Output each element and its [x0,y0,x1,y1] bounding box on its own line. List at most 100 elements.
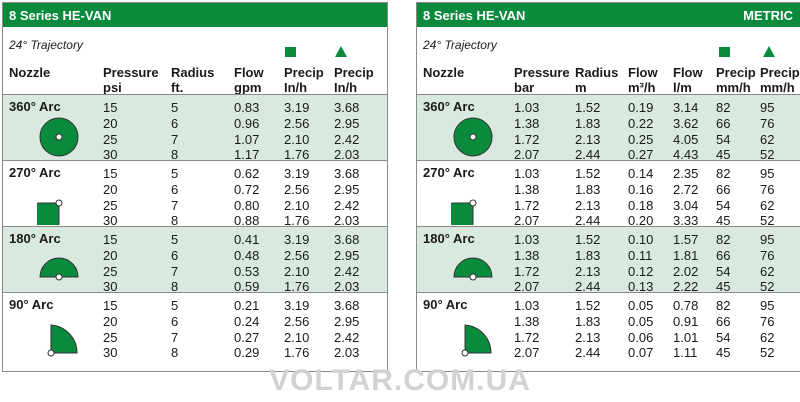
table-row: 20 6 0.72 2.56 2.95 [3,182,387,198]
col-header-precip-triangle: Precip In/h [334,65,374,95]
metric-table-panel: 8 Series HE-VAN METRIC 24° Trajectory No… [416,2,800,372]
table-cell: 0.22 [628,116,654,131]
table-cell: 15 [103,232,118,247]
table-cell: 1.83 [575,314,601,329]
table-row: 30 8 1.17 1.76 2.03 [3,147,387,163]
table-row: 1.72 2.13 0.12 2.02 54 62 [417,264,800,280]
table-row: 15 5 0.62 3.19 3.68 [3,166,387,182]
table-cell: 62 [760,198,775,213]
table-cell: 2.07 [514,279,540,294]
table-cell: 2.44 [575,147,601,162]
table-cell: 3.68 [334,100,360,115]
table-cell: 2.13 [575,198,601,213]
table-cell: 2.03 [334,147,360,162]
nozzle-group: 360° Arc 1.03 1.52 0.19 3.14 82 95 1.38 1.83 0.22… [417,94,800,163]
table-cell: 1.72 [514,264,540,279]
table-cell: 95 [760,232,775,247]
table-cell: 30 [103,279,118,294]
table-cell: 54 [716,330,731,345]
table-cell: 5 [171,100,179,115]
table-cell: 2.10 [284,198,310,213]
table-cell: 45 [716,213,731,228]
table-cell: 15 [103,100,118,115]
table-cell: 7 [171,132,179,147]
table-row: 1.72 2.13 0.18 3.04 54 62 [417,198,800,214]
table-cell: 0.11 [628,248,653,263]
table-cell: 4.05 [673,132,699,147]
table-cell: 45 [716,147,731,162]
table-cell: 2.07 [514,213,540,228]
table-row: 1.03 1.52 0.10 1.57 82 95 [417,232,800,248]
table-cell: 5 [171,166,179,181]
table-cell: 1.83 [575,182,601,197]
table-cell: 0.53 [234,264,260,279]
table-cell: 30 [103,213,118,228]
table-cell: 2.03 [334,213,360,228]
table-cell: 2.42 [334,198,360,213]
table-cell: 54 [716,198,731,213]
table-cell: 0.10 [628,232,654,247]
table-cell: 0.25 [628,132,654,147]
table-cell: 0.59 [234,279,260,294]
table-cell: 2.56 [284,116,310,131]
table-cell: 1.38 [514,248,540,263]
imperial-trajectory-label: 24° Trajectory [9,38,83,52]
table-cell: 4.43 [673,147,699,162]
table-cell: 52 [760,345,775,360]
table-cell: 5 [171,232,179,247]
table-cell: 2.42 [334,330,360,345]
table-cell: 15 [103,166,118,181]
table-cell: 2.42 [334,132,360,147]
arc-180-icon [39,257,79,281]
table-cell: 2.02 [673,264,699,279]
col-header-flow-lm: Flow l/m [673,65,703,95]
table-cell: 62 [760,132,775,147]
table-cell: 6 [171,116,179,131]
table-cell: 7 [171,198,179,213]
table-cell: 8 [171,279,179,294]
table-cell: 2.95 [334,182,360,197]
table-row: 2.07 2.44 0.27 4.43 45 52 [417,147,800,163]
table-cell: 0.18 [628,198,654,213]
table-row: 30 8 0.88 1.76 2.03 [3,213,387,229]
nozzle-group: 180° Arc 15 5 0.41 3.19 3.68 20 6 0.48 2.56 2.95 25… [3,226,387,294]
table-cell: 0.91 [673,314,699,329]
table-cell: 20 [103,182,118,197]
table-cell: 5 [171,298,179,313]
table-row: 1.38 1.83 0.05 0.91 66 76 [417,314,800,330]
arc-180-icon [453,257,493,281]
table-cell: 66 [716,116,731,131]
table-cell: 0.14 [628,166,654,181]
table-cell: 2.42 [334,264,360,279]
table-cell: 2.95 [334,314,360,329]
table-cell: 1.57 [673,232,699,247]
table-cell: 2.10 [284,330,310,345]
arc-label: 90° Arc [9,297,54,312]
arc-90-icon [461,324,492,357]
table-cell: 2.56 [284,182,310,197]
table-cell: 30 [103,345,118,360]
table-row: 15 5 0.21 3.19 3.68 [3,298,387,314]
table-row: 20 6 0.96 2.56 2.95 [3,116,387,132]
table-cell: 0.21 [234,298,260,313]
table-cell: 76 [760,116,775,131]
imperial-title: 8 Series HE-VAN [9,7,112,23]
col-header-flow: Flow gpm [234,65,264,95]
table-cell: 2.44 [575,213,601,228]
table-cell: 82 [716,298,731,313]
table-cell: 62 [760,330,775,345]
col-header-precip-square: Precip mm/h [716,65,756,95]
square-spacing-icon [285,47,296,57]
table-cell: 0.78 [673,298,699,313]
arc-90-icon [47,324,78,357]
metric-title: 8 Series HE-VAN [423,7,526,23]
table-cell: 2.07 [514,345,540,360]
table-row: 25 7 0.53 2.10 2.42 [3,264,387,280]
arc-label: 360° Arc [423,99,475,114]
table-cell: 1.76 [284,279,310,294]
metric-header-bar: 8 Series HE-VAN METRIC [417,3,800,27]
table-cell: 45 [716,345,731,360]
table-cell: 52 [760,279,775,294]
table-cell: 3.68 [334,232,360,247]
table-cell: 0.13 [628,279,654,294]
